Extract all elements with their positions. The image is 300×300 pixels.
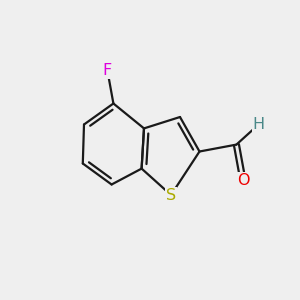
Text: S: S	[166, 188, 176, 202]
Text: F: F	[103, 63, 112, 78]
Text: O: O	[237, 173, 249, 188]
Text: H: H	[253, 117, 265, 132]
